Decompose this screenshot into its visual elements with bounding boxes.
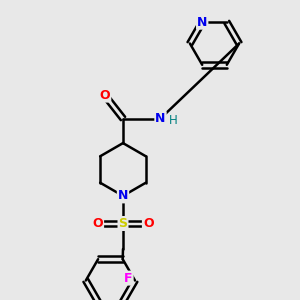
Text: O: O xyxy=(143,217,154,230)
Text: O: O xyxy=(100,88,110,102)
Text: N: N xyxy=(155,112,166,125)
Text: F: F xyxy=(124,272,133,285)
Text: H: H xyxy=(169,113,178,127)
Text: N: N xyxy=(118,189,128,203)
Text: O: O xyxy=(92,217,103,230)
Text: S: S xyxy=(118,217,127,230)
Text: N: N xyxy=(197,16,207,29)
